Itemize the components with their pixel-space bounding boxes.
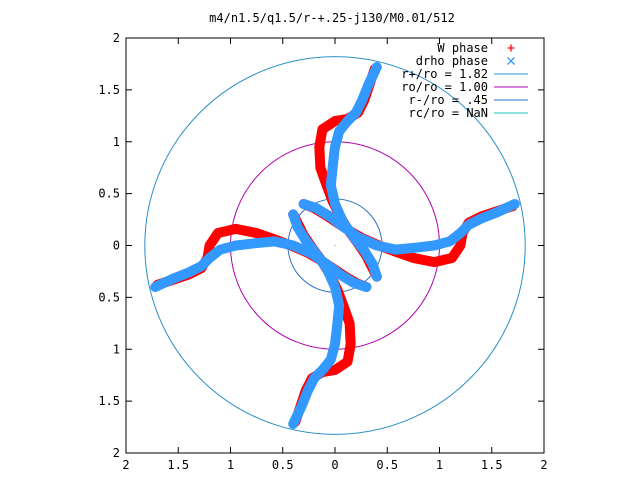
drho-phase-point: [289, 419, 298, 428]
drho-phase-point: [151, 283, 160, 291]
w-phase-point: [423, 257, 431, 265]
w-phase-point: [427, 257, 435, 265]
legend-label: r+/ro = 1.82: [401, 67, 488, 81]
y-tick-label: 1.5: [98, 83, 120, 97]
w-phase-point: [434, 257, 442, 265]
w-phase-point: [253, 229, 261, 237]
w-phase-point: [225, 227, 233, 235]
x-tick-label: 1.5: [167, 458, 189, 472]
drho-phase-series: [150, 62, 520, 429]
x-tick-label: 0.5: [376, 458, 398, 472]
legend-label: W phase: [437, 41, 488, 55]
w-phase-point: [232, 225, 240, 233]
y-tick-label: 1: [113, 342, 120, 356]
y-tick-label: 0.5: [98, 290, 120, 304]
w-phase-point: [218, 228, 226, 236]
w-phase-point: [413, 255, 421, 263]
w-phase-point: [444, 255, 452, 263]
legend-label: rc/ro = NaN: [409, 106, 488, 120]
w-phase-point: [242, 227, 250, 235]
w-phase-point: [239, 226, 247, 234]
y-tick-label: 1.5: [98, 394, 120, 408]
y-tick-label: 1: [113, 135, 120, 149]
y-tick-label: 2: [113, 31, 120, 45]
w-phase-point: [249, 228, 257, 236]
legend-label: r-/ro = .45: [409, 93, 488, 107]
center-dot: [334, 244, 336, 247]
y-tick-label: 2: [113, 446, 120, 460]
drho-phase-point: [372, 63, 381, 72]
y-tick-label: 0.5: [98, 187, 120, 201]
legend-marker-plus: [507, 44, 515, 52]
axis-ticks: 2 1.5 1 0.5 0 0.5 1 1.5 221.510.500.511.52: [98, 31, 547, 472]
w-phase-point: [430, 258, 438, 266]
x-tick-label: 2: [540, 458, 547, 472]
chart-title: m4/n1.5/q1.5/r-+.25-j130/M0.01/512: [209, 11, 455, 25]
w-phase-point: [228, 226, 236, 234]
circle-r+ro: [144, 56, 526, 435]
w-phase-point: [235, 226, 243, 234]
x-tick-label: 1: [227, 458, 234, 472]
legend-label: ro/ro = 1.00: [401, 80, 488, 94]
x-tick-label: 0: [331, 458, 338, 472]
x-tick-label: 0.5: [272, 458, 294, 472]
legend-marker-x: [507, 57, 515, 65]
w-phase-point: [420, 256, 428, 264]
legend-label: drho phase: [416, 54, 488, 68]
plot-frame: [125, 37, 545, 454]
x-tick-label: 2: [122, 458, 129, 472]
w-phase-point: [246, 228, 254, 236]
w-phase-point: [409, 254, 417, 262]
w-phase-point: [221, 227, 229, 235]
w-phase-point: [441, 256, 449, 264]
w-phase-point: [416, 255, 424, 263]
x-tick-label: 1: [436, 458, 443, 472]
x-tick-label: 1.5: [481, 458, 503, 472]
w-phase-point: [437, 256, 445, 264]
y-tick-label: 0: [113, 239, 120, 253]
drho-phase-point: [510, 200, 519, 208]
